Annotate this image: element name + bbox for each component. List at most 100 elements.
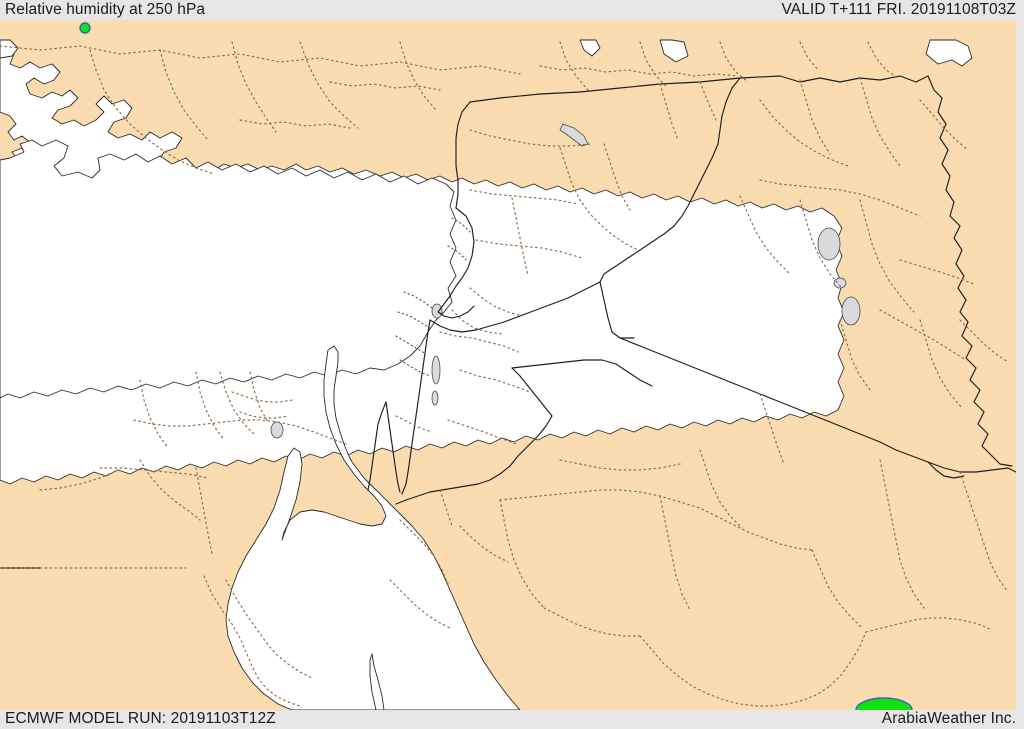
subborder-iraq-4 — [919, 99, 969, 151]
border-jordan-saudi-north — [511, 359, 653, 387]
subborder-turkey-12 — [799, 41, 819, 71]
subborder-egypt-nile — [203, 575, 301, 707]
map-title: Relative humidity at 250 hPa — [5, 1, 206, 18]
provider-credit-label: ArabiaWeather Inc. — [881, 710, 1016, 727]
subborder-turkey-13 — [867, 41, 899, 79]
subborder-saudi-3 — [715, 515, 813, 551]
subborder-turkey-9 — [559, 41, 589, 91]
subborder-egypt-3 — [219, 371, 257, 437]
lake-manzala — [270, 421, 284, 439]
subborder-syria-6 — [603, 143, 631, 211]
subborder-saudi-15 — [959, 471, 1009, 593]
subborder-saudi-8 — [399, 519, 449, 585]
subborder-egypt-5 — [133, 419, 347, 445]
border-syria-iraq — [599, 77, 741, 283]
subborder-saudi-12 — [829, 631, 867, 687]
subborder-saudi-4 — [811, 549, 863, 629]
subborder-jordan-5 — [447, 419, 517, 445]
subnational-borders-layer — [0, 41, 1009, 707]
subborder-jordan-2 — [451, 309, 503, 335]
subborder-egypt-4 — [249, 371, 269, 423]
subborder-israel-3 — [395, 335, 427, 355]
border-kuwait — [927, 461, 965, 479]
border-syria-jordan — [429, 281, 601, 333]
subborder-syria-1 — [469, 129, 591, 147]
subborder-iraq-5 — [759, 179, 921, 217]
border-lebanon-syria — [437, 207, 475, 313]
border-jordan-east-saudi — [395, 367, 553, 505]
border-egypt-israel — [385, 401, 401, 493]
subborder-saudi-1 — [499, 489, 717, 517]
subborder-turkey-6 — [239, 119, 351, 129]
subborder-egypt-8 — [139, 459, 201, 521]
top-status-bar: Relative humidity at 250 hPa VALID T+111… — [0, 0, 1024, 20]
subborder-saudi-11 — [639, 635, 831, 707]
national-borders-layer — [0, 75, 1016, 569]
subborder-iraq-12 — [839, 319, 871, 391]
border-turkey-iraq-iran — [927, 75, 1013, 467]
subborder-saudi-7 — [459, 525, 509, 563]
subborder-saudi-10 — [543, 607, 641, 637]
sea-fragment-c — [659, 39, 689, 63]
red-sea — [225, 345, 521, 710]
valid-time-label: VALID T+111 FRI. 20191108T03Z — [781, 1, 1016, 18]
border-iraq-iran-south — [1007, 467, 1016, 473]
dead-sea-south — [431, 390, 439, 406]
sea-fragment-b — [579, 39, 601, 57]
subborder-jordan-4 — [459, 369, 531, 393]
map-right-margin — [1016, 20, 1024, 710]
subborder-turkey-7 — [399, 41, 437, 111]
map-canvas[interactable] — [0, 20, 1016, 710]
subborder-lebanon-2 — [447, 245, 467, 261]
subborder-iraq-3 — [859, 77, 901, 167]
subborder-turkey-2 — [89, 49, 215, 175]
border-egypt-sinai-canal — [367, 401, 387, 491]
subborder-turkey-8 — [329, 81, 441, 91]
lake-tharthar — [817, 227, 841, 261]
border-jordan-iraq-east — [599, 281, 635, 339]
border-israel-syria — [437, 305, 475, 319]
subborder-egypt-sinai — [395, 415, 433, 433]
subborder-jordan-1 — [439, 331, 519, 353]
subborder-israel-4 — [399, 359, 431, 377]
mediterranean-basin — [0, 139, 457, 399]
subborder-israel-2 — [397, 311, 431, 329]
subborder-syria-2 — [559, 147, 639, 251]
subborder-saudi-6 — [499, 499, 545, 609]
subborder-egypt-9 — [195, 467, 213, 555]
subborder-turkey-5 — [299, 41, 359, 129]
black-sea-fragment — [0, 39, 19, 59]
subborder-turkey-14 — [539, 65, 739, 77]
subborder-iraq-9 — [899, 259, 975, 285]
sea-of-galilee — [431, 303, 443, 319]
subborder-syria-3 — [469, 189, 579, 205]
lake-assad — [559, 123, 589, 147]
subborder-saudi-18 — [439, 489, 453, 527]
subborder-iraq-8 — [859, 199, 915, 313]
subborder-iraq-6 — [739, 195, 791, 275]
border-iraq-saudi — [619, 337, 1009, 473]
border-jordan-israel — [401, 319, 431, 495]
subborder-turkey-3 — [159, 49, 209, 141]
bottom-status-bar: ECMWF MODEL RUN: 20191103T12Z ArabiaWeat… — [0, 710, 1024, 729]
subborder-egypt-nile-2 — [225, 579, 313, 679]
subborder-saudi-14 — [879, 459, 925, 609]
humidity-patch-nw-turkey — [79, 22, 91, 34]
border-turkey-syria-coast — [455, 101, 471, 209]
map-graphic — [0, 20, 1016, 710]
subborder-israel-1 — [403, 291, 433, 309]
lake-razzaza — [841, 296, 861, 326]
sea-layer — [0, 39, 973, 710]
subborder-turkey-11 — [719, 41, 749, 83]
subborder-iraq-2 — [799, 79, 831, 155]
lake-habbaniyah — [833, 277, 847, 289]
subborder-iraq-7 — [799, 199, 843, 289]
subborder-iraq-11 — [919, 319, 963, 409]
lake-layer — [270, 123, 861, 439]
subborder-egypt-6 — [99, 467, 209, 479]
subborder-saudi-17 — [559, 459, 681, 471]
subborder-saudi-5 — [659, 495, 691, 611]
border-turkey-syria — [469, 75, 929, 103]
subborder-syria-7 — [659, 83, 679, 141]
